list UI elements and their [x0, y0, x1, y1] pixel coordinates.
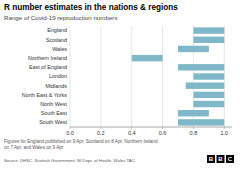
category-label: Wales — [52, 46, 67, 52]
category-label: Scotland — [46, 37, 67, 43]
bar — [132, 55, 163, 61]
logo: BBC — [207, 155, 234, 163]
logo-box — [207, 155, 215, 163]
chart: R number estimates in the nations & regi… — [0, 0, 240, 169]
footnote-line: Figures for England published on 9 Apr, … — [4, 139, 158, 144]
title: R number estimates in the nations & regi… — [4, 3, 178, 12]
tick-label: 0.0 — [66, 130, 74, 136]
axis-line — [70, 127, 232, 128]
category-label: East of England — [29, 64, 67, 70]
category-label: England — [47, 27, 67, 33]
bar — [193, 101, 224, 107]
bar — [178, 119, 224, 125]
bar — [193, 37, 224, 43]
category-label: Midlands — [45, 83, 67, 89]
source: Source: DHSC, Scottish Government, NI De… — [4, 158, 135, 163]
y-axis: England Scotland Wales Northern Ireland East… — [22, 27, 68, 125]
x-axis: 0.0 0.2 0.4 0.6 0.8 1.0 — [66, 127, 232, 136]
tick-label: 1.0 — [220, 130, 228, 136]
category-label: North West — [40, 101, 67, 107]
logo-letter: B — [209, 156, 214, 162]
bar — [178, 64, 224, 70]
category-label: South West — [39, 119, 67, 125]
grid-line — [162, 26, 163, 127]
footnote: Figures for England published on 9 Apr, … — [4, 139, 158, 150]
category-label: South East — [41, 110, 68, 116]
subtitle: Range of Covid-19 reproduction numbers — [4, 14, 118, 21]
footnote-line: on 7 Apr, and Wales on 9 Apr — [4, 145, 64, 150]
grid — [70, 26, 224, 127]
category-label: North East & Yorks — [22, 92, 68, 98]
bars — [132, 27, 225, 125]
tick-label: 0.8 — [190, 130, 198, 136]
bar — [178, 110, 209, 116]
logo-box — [217, 155, 225, 163]
bar — [193, 73, 224, 79]
tick-label: 0.6 — [159, 130, 167, 136]
category-label: London — [49, 73, 67, 79]
category-label: Northern Ireland — [28, 55, 67, 61]
bar — [193, 92, 224, 98]
bar — [193, 27, 224, 33]
logo-letter: C — [228, 156, 233, 162]
tick-label: 0.4 — [128, 130, 136, 136]
grid-line — [100, 26, 101, 127]
bar — [178, 46, 209, 52]
grid-line — [70, 26, 71, 127]
logo-box — [226, 155, 234, 163]
tick-label: 0.2 — [97, 130, 105, 136]
grid-line — [131, 26, 132, 127]
logo-letter: B — [218, 156, 223, 162]
bar — [186, 82, 225, 88]
